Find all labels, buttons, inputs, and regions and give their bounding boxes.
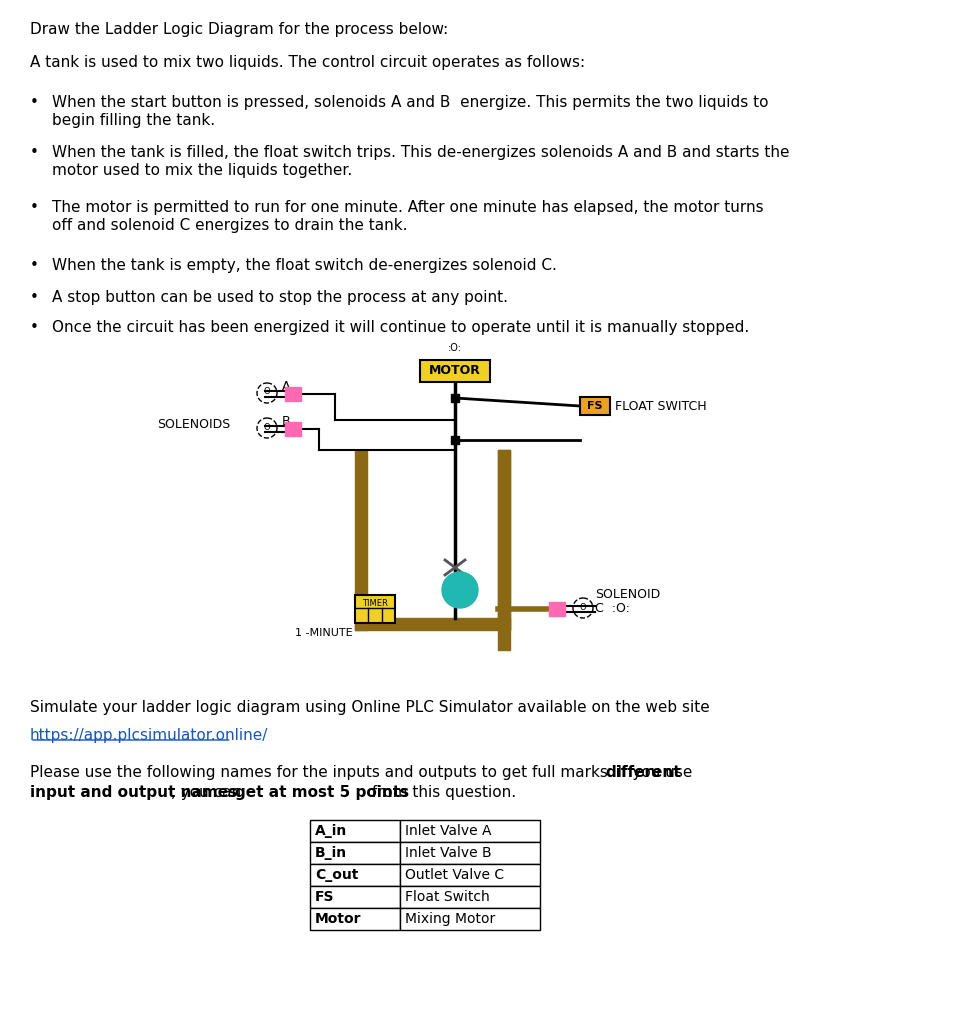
Text: B: B — [282, 415, 290, 428]
Bar — [310, 820, 400, 842]
Bar — [498, 450, 510, 650]
Text: When the start button is pressed, solenoids A and B  energize. This permits the : When the start button is pressed, soleno… — [52, 95, 769, 110]
Text: SOLENOID: SOLENOID — [595, 588, 660, 601]
Text: from this question.: from this question. — [367, 785, 516, 800]
Text: Inlet Valve B: Inlet Valve B — [405, 846, 492, 860]
Text: get at most 5 points: get at most 5 points — [235, 785, 409, 800]
Bar — [285, 422, 301, 436]
Text: MOTOR: MOTOR — [429, 365, 481, 378]
Bar — [310, 842, 400, 864]
FancyBboxPatch shape — [355, 595, 395, 623]
Text: :O:: :O: — [448, 343, 462, 353]
Bar — [400, 820, 540, 842]
Text: Motor: Motor — [315, 912, 362, 926]
Text: •: • — [30, 319, 39, 335]
Text: Outlet Valve C: Outlet Valve C — [405, 868, 504, 882]
Text: •: • — [30, 95, 39, 110]
Text: Please use the following names for the inputs and outputs to get full marks. If : Please use the following names for the i… — [30, 765, 697, 780]
Text: input and output names: input and output names — [30, 785, 237, 800]
Bar — [310, 886, 400, 908]
Text: When the tank is empty, the float switch de-energizes solenoid C.: When the tank is empty, the float switch… — [52, 258, 557, 273]
Bar — [310, 864, 400, 886]
Text: When the tank is filled, the float switch trips. This de-energizes solenoids A a: When the tank is filled, the float switc… — [52, 145, 790, 160]
Text: O: O — [264, 423, 270, 431]
Bar — [549, 602, 565, 616]
Circle shape — [442, 572, 478, 608]
Text: A stop button can be used to stop the process at any point.: A stop button can be used to stop the pr… — [52, 290, 508, 305]
Bar — [355, 618, 510, 630]
Text: Draw the Ladder Logic Diagram for the process below:: Draw the Ladder Logic Diagram for the pr… — [30, 22, 448, 37]
Text: A: A — [282, 380, 290, 393]
Bar — [310, 908, 400, 930]
Text: FLOAT SWITCH: FLOAT SWITCH — [615, 399, 707, 413]
Bar — [400, 842, 540, 864]
Text: SOLENOIDS: SOLENOIDS — [157, 419, 230, 431]
Text: The motor is permitted to run for one minute. After one minute has elapsed, the : The motor is permitted to run for one mi… — [52, 200, 764, 215]
Text: A_in: A_in — [315, 824, 348, 838]
Bar — [285, 387, 301, 401]
Text: 1 -MINUTE: 1 -MINUTE — [295, 628, 353, 638]
Bar — [498, 450, 510, 630]
Text: motor used to mix the liquids together.: motor used to mix the liquids together. — [52, 163, 352, 178]
Text: off and solenoid C energizes to drain the tank.: off and solenoid C energizes to drain th… — [52, 218, 408, 233]
FancyBboxPatch shape — [420, 360, 490, 382]
Text: Once the circuit has been energized it will continue to operate until it is manu: Once the circuit has been energized it w… — [52, 319, 750, 335]
FancyBboxPatch shape — [580, 397, 610, 415]
Text: O: O — [264, 387, 270, 396]
Text: , you can: , you can — [171, 785, 245, 800]
Text: Float Switch: Float Switch — [405, 890, 490, 904]
Text: begin filling the tank.: begin filling the tank. — [52, 113, 215, 128]
Text: https://app.plcsimulator.online/: https://app.plcsimulator.online/ — [30, 728, 268, 743]
Text: C  :O:: C :O: — [595, 602, 630, 615]
Text: Mixing Motor: Mixing Motor — [405, 912, 496, 926]
Text: FS: FS — [587, 401, 603, 411]
Text: C_out: C_out — [315, 868, 358, 882]
Text: Simulate your ladder logic diagram using Online PLC Simulator available on the w: Simulate your ladder logic diagram using… — [30, 700, 710, 715]
Text: •: • — [30, 258, 39, 273]
Text: different: different — [605, 765, 681, 780]
Bar — [400, 886, 540, 908]
Text: B_in: B_in — [315, 846, 347, 860]
Text: A tank is used to mix two liquids. The control circuit operates as follows:: A tank is used to mix two liquids. The c… — [30, 55, 585, 70]
Bar — [355, 450, 367, 630]
Text: O: O — [580, 602, 586, 611]
Text: •: • — [30, 290, 39, 305]
Text: FS: FS — [315, 890, 334, 904]
Text: Inlet Valve A: Inlet Valve A — [405, 824, 492, 838]
Bar — [400, 908, 540, 930]
Text: •: • — [30, 145, 39, 160]
Text: TIMER: TIMER — [362, 599, 388, 608]
Bar — [400, 864, 540, 886]
Text: •: • — [30, 200, 39, 215]
